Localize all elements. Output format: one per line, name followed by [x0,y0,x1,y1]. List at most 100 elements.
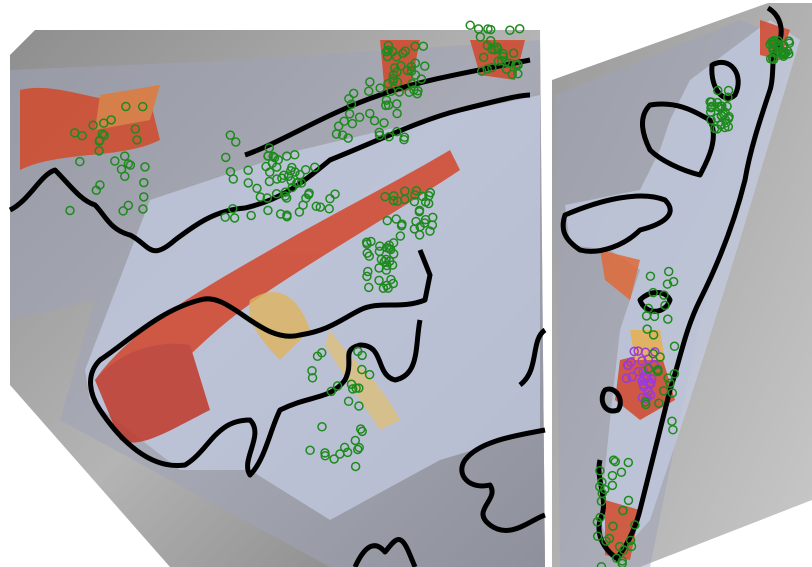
point-marker [663,373,673,383]
point-marker [409,196,420,207]
point-marker [621,373,632,384]
point-marker [263,205,273,216]
point-marker [283,171,294,181]
point-marker [353,346,363,357]
point-marker [125,160,136,170]
point-marker [268,151,278,162]
point-marker [646,377,656,388]
point-marker [75,156,85,167]
point-marker [294,207,305,217]
point-marker [132,135,142,145]
point-marker [784,38,795,48]
point-marker [411,216,421,227]
point-marker [252,183,262,194]
point-marker [316,348,327,358]
point-marker [659,290,669,300]
point-marker [243,178,254,188]
point-marker [98,118,109,128]
point-marker [514,24,525,34]
point-marker [290,167,300,177]
point-marker [303,189,314,200]
observation-points [65,20,795,567]
point-marker [487,62,497,73]
point-marker [723,92,733,103]
point-marker [320,451,330,461]
point-marker [281,193,292,203]
point-marker [228,174,239,184]
point-marker [329,454,339,464]
point-marker [346,99,357,110]
point-marker [396,220,407,231]
point-marker [648,287,658,298]
point-marker [654,398,664,408]
point-marker [97,129,108,139]
point-marker [362,271,372,282]
point-marker [326,386,337,397]
point-marker [352,444,363,455]
point-marker [69,128,80,138]
point-marker [220,152,231,163]
point-marker [669,341,680,352]
point-marker [706,102,716,113]
point-marker [346,379,357,389]
point-marker [399,134,409,145]
point-marker [383,78,393,89]
point-marker [121,101,131,112]
point-marker [595,465,605,476]
point-marker [381,100,391,111]
point-marker [721,118,731,128]
point-marker [374,127,385,138]
point-marker [139,177,149,188]
point-marker [669,369,680,379]
point-marker [391,214,401,224]
point-marker [280,187,291,197]
point-marker [476,66,487,76]
point-marker [378,283,389,294]
point-marker [332,381,343,391]
point-marker [123,200,134,211]
point-marker [706,115,716,125]
point-marker [640,397,651,407]
point-marker [293,177,303,188]
point-marker [414,205,425,216]
point-marker [392,108,402,119]
point-marker [337,130,348,140]
point-marker [623,457,634,468]
point-marker [363,266,373,277]
point-marker [263,151,273,161]
point-marker [110,156,120,166]
point-marker [386,86,396,97]
point-marker [668,276,679,287]
point-marker [344,93,354,104]
point-marker [305,445,315,456]
point-marker [625,535,636,546]
point-marker [106,115,116,125]
point-marker [118,206,128,216]
point-marker [365,77,375,87]
point-marker [354,401,364,411]
point-marker [645,271,656,281]
point-marker [492,42,502,52]
point-marker [410,190,420,200]
point-marker [633,346,643,356]
point-marker [607,480,618,491]
point-marker [475,32,486,42]
point-marker [618,545,629,555]
point-marker [778,51,789,62]
point-marker [119,151,130,161]
point-marker [388,70,399,80]
point-marker [364,251,374,261]
point-marker [652,365,662,376]
point-marker [400,46,411,56]
point-marker [339,116,349,127]
point-marker [317,422,327,432]
point-marker [668,424,678,435]
point-marker [642,324,652,334]
point-marker [339,442,350,453]
point-marker [648,348,659,359]
point-marker [419,218,430,228]
point-marker [357,364,367,375]
point-marker [723,85,734,96]
point-marker [140,162,150,172]
